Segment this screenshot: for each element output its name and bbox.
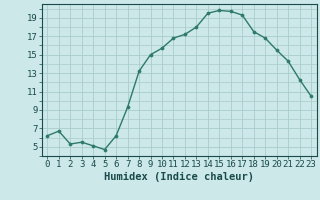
X-axis label: Humidex (Indice chaleur): Humidex (Indice chaleur) <box>104 172 254 182</box>
